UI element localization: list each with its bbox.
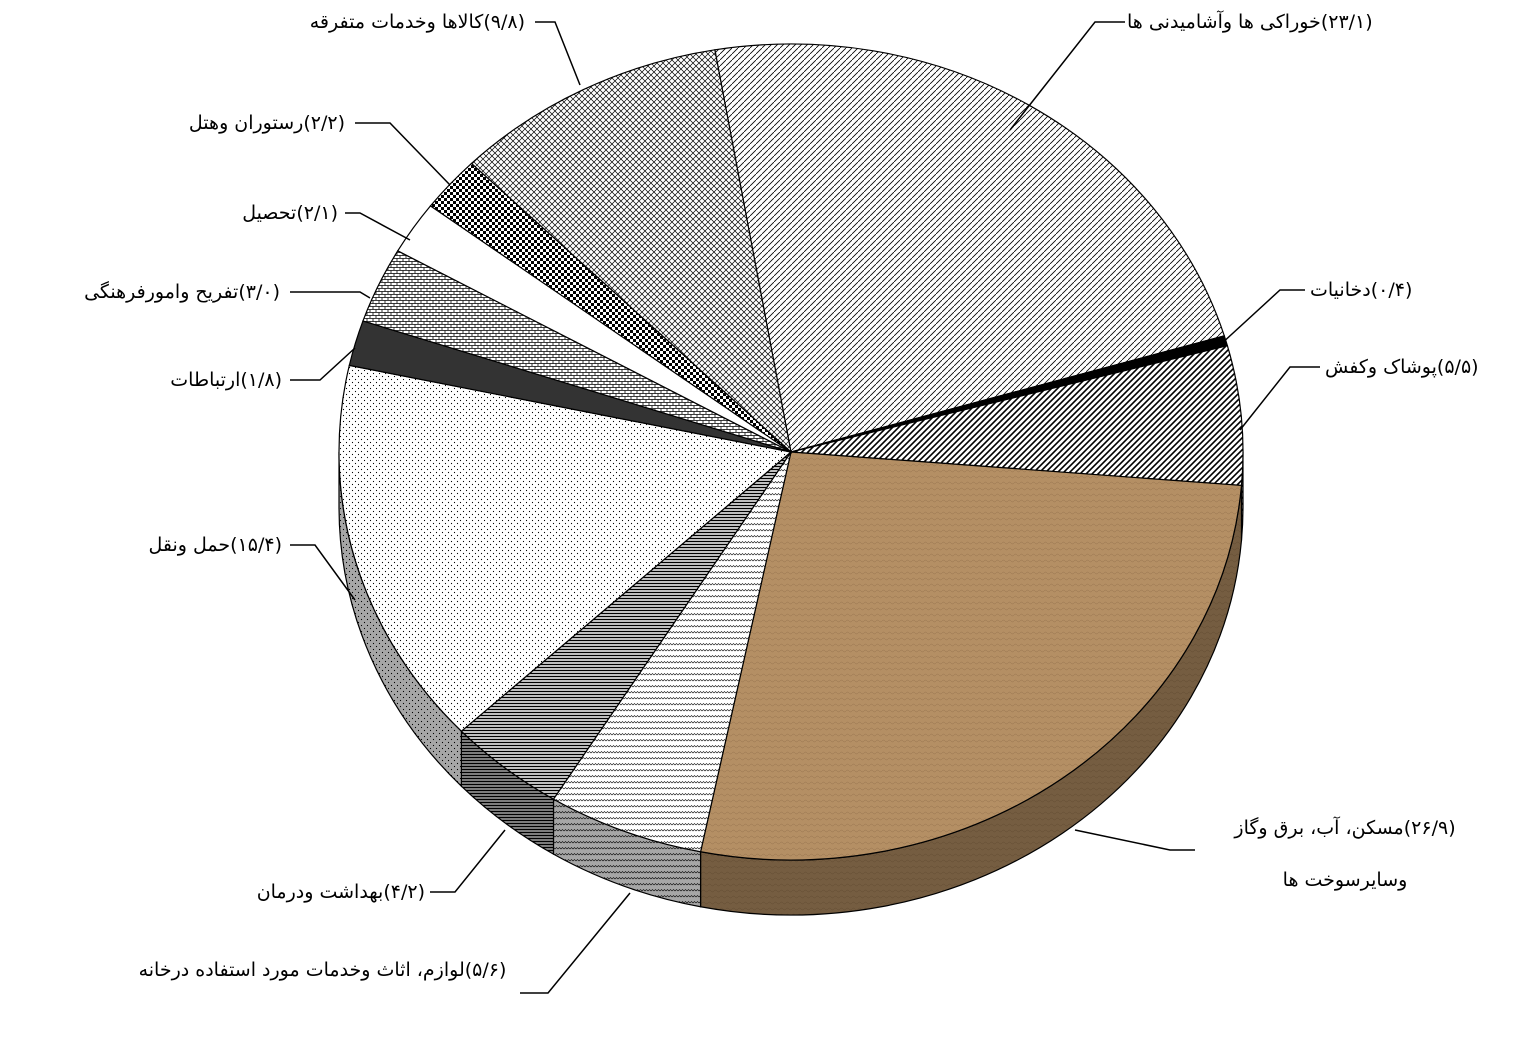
category-label: بهداشت ودرمان: [256, 881, 384, 903]
category-label: مسکن، آب، برق وگاز وسایرسوخت ها: [1234, 817, 1408, 891]
value-label: (۹/۸): [483, 11, 525, 33]
slice-label: (۱۵/۴)حمل ونقل: [62, 519, 283, 571]
category-label: کالاها وخدمات متفرقه: [309, 11, 484, 33]
leader-line: [535, 21, 581, 86]
leader-line: [1219, 289, 1305, 346]
slice-side-shade: [553, 799, 701, 907]
slice-label: (۰/۴)دخانیات: [1310, 264, 1450, 316]
slice-label: (۵/۵)پوشاک وکفش: [1325, 341, 1522, 393]
value-label: (۳/۰): [238, 281, 280, 303]
value-label: (۰/۴): [1370, 279, 1413, 301]
leader-line: [1239, 366, 1320, 431]
leader-line: [520, 892, 631, 994]
value-label: (۲/۲): [303, 112, 345, 134]
value-label: (۵/۶): [464, 959, 507, 981]
slice-label: (۲/۱)تحصیل: [138, 187, 338, 239]
leader-line: [290, 544, 356, 601]
pie-tops: [338, 43, 1244, 861]
slice-side-shade: [700, 485, 1242, 915]
category-label: رستوران وهتل: [188, 112, 304, 134]
slice-label: (۴/۲)بهداشت ودرمان: [205, 866, 425, 918]
category-label: ارتباطات: [170, 369, 241, 391]
leader-line: [1009, 21, 1125, 131]
leader-line: [290, 291, 371, 299]
category-label: لوازم، اثاث وخدمات مورد استفاده درخانه: [138, 959, 465, 981]
slice-label: (۹/۸)کالاها وخدمات متفرقه: [225, 0, 525, 48]
slice-side-shade: [461, 731, 554, 855]
leader-line: [290, 347, 356, 381]
pie-slice: [470, 49, 792, 454]
value-label: (۱/۸): [240, 369, 282, 391]
pie-slice: [790, 344, 1244, 487]
pie-slice: [699, 451, 1243, 861]
slice-label: (۲۶/۹)مسکن، آب، برق وگاز وسایرسوخت ها: [1195, 802, 1495, 906]
leader-line: [430, 829, 506, 893]
value-label: (۲۶/۹): [1403, 817, 1456, 839]
value-label: (۲/۱): [296, 202, 338, 224]
value-label: (۲۳/۱): [1320, 11, 1373, 33]
slice-label: (۱/۸)ارتباطات: [82, 354, 282, 406]
pie-slice: [552, 451, 792, 853]
value-label: (۱۵/۴): [230, 534, 282, 556]
leader-line: [345, 212, 411, 241]
category-label: حمل ونقل: [148, 534, 231, 556]
slice-label: (۳/۰)تفریح وامورفرهنگی: [0, 266, 280, 318]
leader-line: [1074, 829, 1195, 851]
slice-label: (۲۳/۱)خوراکی ها وآشامیدنی ها: [1127, 0, 1447, 48]
leader-line: [355, 122, 451, 186]
slice-label: (۵/۶)لوازم، اثاث وخدمات مورد استفاده درخ…: [130, 944, 515, 996]
category-label: تحصیل: [242, 202, 297, 224]
slice-side-shade: [339, 452, 462, 787]
value-label: (۵/۵): [1436, 356, 1479, 378]
slice-label: (۲/۲)رستوران وهتل: [125, 97, 345, 149]
value-label: (۴/۲): [383, 881, 425, 903]
category-label: پوشاک وکفش: [1325, 356, 1437, 378]
category-label: تفریح وامورفرهنگی: [84, 281, 239, 303]
category-label: خوراکی ها وآشامیدنی ها: [1127, 11, 1321, 33]
category-label: دخانیات: [1310, 279, 1371, 301]
pie-slice: [338, 364, 793, 732]
